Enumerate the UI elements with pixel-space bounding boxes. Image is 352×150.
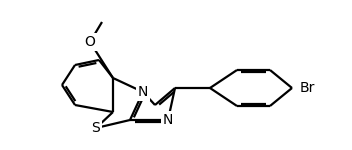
Text: N: N: [138, 85, 148, 99]
Text: S: S: [92, 121, 100, 135]
Text: O: O: [84, 35, 95, 49]
Text: Br: Br: [300, 81, 315, 95]
Text: N: N: [163, 113, 173, 127]
